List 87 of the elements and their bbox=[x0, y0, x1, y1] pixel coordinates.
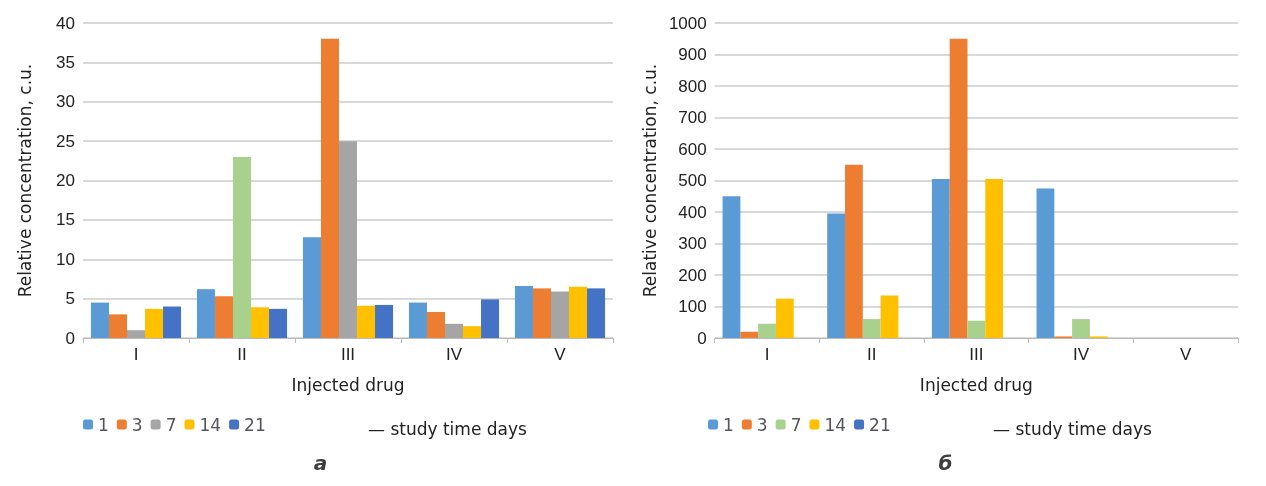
bar bbox=[214, 296, 233, 338]
bar bbox=[880, 295, 899, 338]
bar bbox=[550, 291, 570, 338]
y-tick-label: 1000 bbox=[668, 13, 707, 33]
bar bbox=[827, 213, 846, 338]
bar bbox=[569, 286, 588, 338]
bar bbox=[931, 178, 950, 338]
bar bbox=[532, 288, 551, 338]
bar bbox=[163, 306, 182, 338]
text: а bbox=[313, 451, 328, 475]
bar bbox=[408, 302, 427, 338]
x-tick-label: I bbox=[133, 345, 139, 364]
x-tick-label: IV bbox=[445, 345, 463, 364]
y-tick-label: 300 bbox=[678, 234, 707, 253]
bar bbox=[375, 304, 394, 338]
bar bbox=[985, 178, 1004, 338]
legend-title: — study time days bbox=[368, 418, 528, 439]
bar bbox=[514, 286, 533, 338]
legend-title: — study time days bbox=[993, 418, 1153, 439]
legend-label: 3 bbox=[131, 414, 143, 435]
y-axis-title: Relative concentration, c.u. bbox=[14, 63, 35, 298]
bar bbox=[426, 312, 445, 338]
bar bbox=[463, 326, 482, 338]
bar bbox=[108, 314, 127, 338]
y-tick-label: 0 bbox=[697, 328, 707, 348]
bar bbox=[740, 331, 759, 338]
legend-label: 1 bbox=[723, 414, 734, 435]
bar bbox=[90, 302, 109, 338]
legend-label: 7 bbox=[165, 414, 177, 435]
bar bbox=[126, 330, 146, 338]
legend-label: 14 bbox=[824, 414, 847, 435]
bar bbox=[357, 305, 376, 338]
bar bbox=[775, 298, 794, 338]
text: б bbox=[938, 451, 953, 475]
y-tick-label: 900 bbox=[678, 45, 707, 64]
y-tick-label: 20 bbox=[56, 171, 75, 190]
bar bbox=[232, 156, 252, 338]
x-tick-label: V bbox=[554, 345, 567, 364]
bar bbox=[1072, 319, 1090, 338]
bar bbox=[845, 164, 863, 338]
x-tick-label: II bbox=[237, 345, 247, 364]
x-tick-label: III bbox=[969, 345, 984, 364]
legend-label: 7 bbox=[790, 414, 802, 435]
y-tick-label: 700 bbox=[678, 108, 707, 127]
legend-label: 3 bbox=[756, 414, 768, 435]
bar bbox=[145, 308, 164, 338]
x-tick-label: V bbox=[1180, 345, 1192, 364]
bar bbox=[444, 323, 464, 338]
bar bbox=[722, 196, 741, 338]
y-tick-label: 15 bbox=[56, 210, 75, 230]
y-tick-label: 500 bbox=[678, 171, 707, 190]
y-tick-label: 40 bbox=[56, 13, 75, 33]
bar bbox=[251, 307, 270, 338]
y-tick-label: 35 bbox=[56, 52, 75, 72]
bar bbox=[320, 38, 339, 338]
x-tick-label: I bbox=[764, 345, 770, 364]
y-tick-label: 0 bbox=[65, 328, 75, 348]
bar bbox=[967, 320, 986, 338]
bar bbox=[758, 323, 776, 338]
legend-label: 21 bbox=[244, 414, 266, 435]
bar bbox=[481, 299, 500, 338]
y-tick-label: 200 bbox=[678, 265, 707, 285]
x-tick-label: II bbox=[866, 345, 877, 364]
y-tick-label: 25 bbox=[56, 131, 75, 151]
x-tick-label: IV bbox=[1072, 345, 1090, 364]
y-tick-label: 5 bbox=[65, 289, 75, 309]
bar bbox=[862, 319, 881, 338]
y-tick-label: 800 bbox=[678, 76, 707, 96]
bar bbox=[949, 38, 968, 338]
bar bbox=[338, 141, 358, 338]
y-tick-label: 600 bbox=[678, 139, 707, 159]
x-axis-title: Injected drug bbox=[919, 374, 1033, 395]
x-tick-label: III bbox=[340, 345, 356, 364]
legend-label: 21 bbox=[869, 414, 891, 435]
y-tick-label: 30 bbox=[56, 92, 75, 112]
bar bbox=[196, 289, 215, 338]
bar bbox=[587, 288, 606, 338]
bar bbox=[302, 237, 321, 338]
y-tick-label: 10 bbox=[56, 249, 75, 269]
bar bbox=[269, 308, 288, 338]
x-axis-title: Injected drug bbox=[291, 374, 405, 395]
y-axis-title: Relative concentration, c.u. bbox=[639, 63, 660, 298]
legend-label: 1 bbox=[98, 414, 109, 435]
bar bbox=[1036, 188, 1055, 338]
y-tick-label: 400 bbox=[678, 202, 707, 222]
y-tick-label: 100 bbox=[678, 297, 707, 316]
legend-label: 14 bbox=[199, 414, 222, 435]
